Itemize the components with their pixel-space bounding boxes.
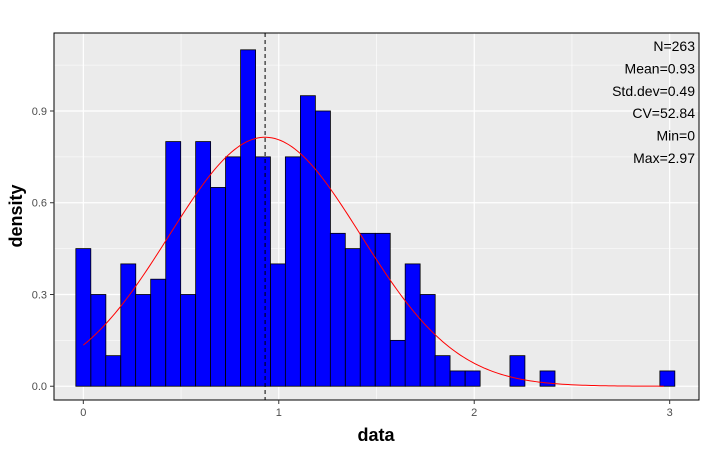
plot-border [53,32,700,401]
bars-layer [75,49,676,387]
histogram-bar [449,370,466,387]
histogram-bar [315,110,331,387]
y-axis-title: density [6,184,26,247]
y-tick-label: 0.0 [32,381,47,393]
stat-max: Max=2.97 [633,150,695,166]
histogram-bar [344,248,361,387]
stat-min: Min=0 [656,128,695,144]
stat-sd: Std.dev=0.49 [612,83,695,99]
histogram-bar [120,263,137,387]
histogram-bar [240,49,256,387]
histogram-bar [105,355,122,387]
histogram-bar [225,156,241,387]
histogram-bar [195,141,212,387]
x-axis-ticks: 0 1 2 3 [80,400,673,419]
histogram-bar [329,232,346,387]
histogram-bar [374,232,391,387]
stats-box: N=263 Mean=0.93 Std.dev=0.49 CV=52.84 Min=0 M… [612,38,695,166]
histogram-bar [419,294,436,387]
histogram-bar [389,339,406,387]
histogram-bar [165,141,182,387]
histogram-bar [90,294,107,387]
histogram-bar [300,95,316,387]
histogram-bar [210,187,226,387]
stat-n: N=263 [653,38,695,54]
x-axis-title: data [357,425,395,445]
y-tick-label: 0.6 [32,198,47,210]
histogram-bar [135,294,152,387]
histogram-bar [284,156,301,387]
stat-cv: CV=52.84 [632,105,695,121]
histogram-bar [255,156,271,387]
histogram-bar [659,370,676,387]
y-axis-ticks: 0.0 0.3 0.6 0.9 [32,106,54,393]
x-tick-label: 1 [276,407,282,419]
x-tick-label: 0 [80,407,86,419]
y-tick-label: 0.9 [32,106,47,118]
y-tick-label: 0.3 [32,289,47,301]
histogram-bar [75,248,92,387]
histogram-bar [404,263,421,387]
histogram-bar [150,278,167,387]
x-tick-label: 2 [471,407,477,419]
histogram-bar [359,232,376,387]
x-tick-label: 3 [667,407,673,419]
grid-layer [54,33,699,400]
stat-mean: Mean=0.93 [625,60,696,76]
histogram-bar [270,263,286,387]
histogram-bar [509,355,526,387]
histogram-bar [180,294,196,387]
histogram-bar [434,355,451,387]
normal-curve [83,136,664,387]
histogram-bar [464,370,481,387]
